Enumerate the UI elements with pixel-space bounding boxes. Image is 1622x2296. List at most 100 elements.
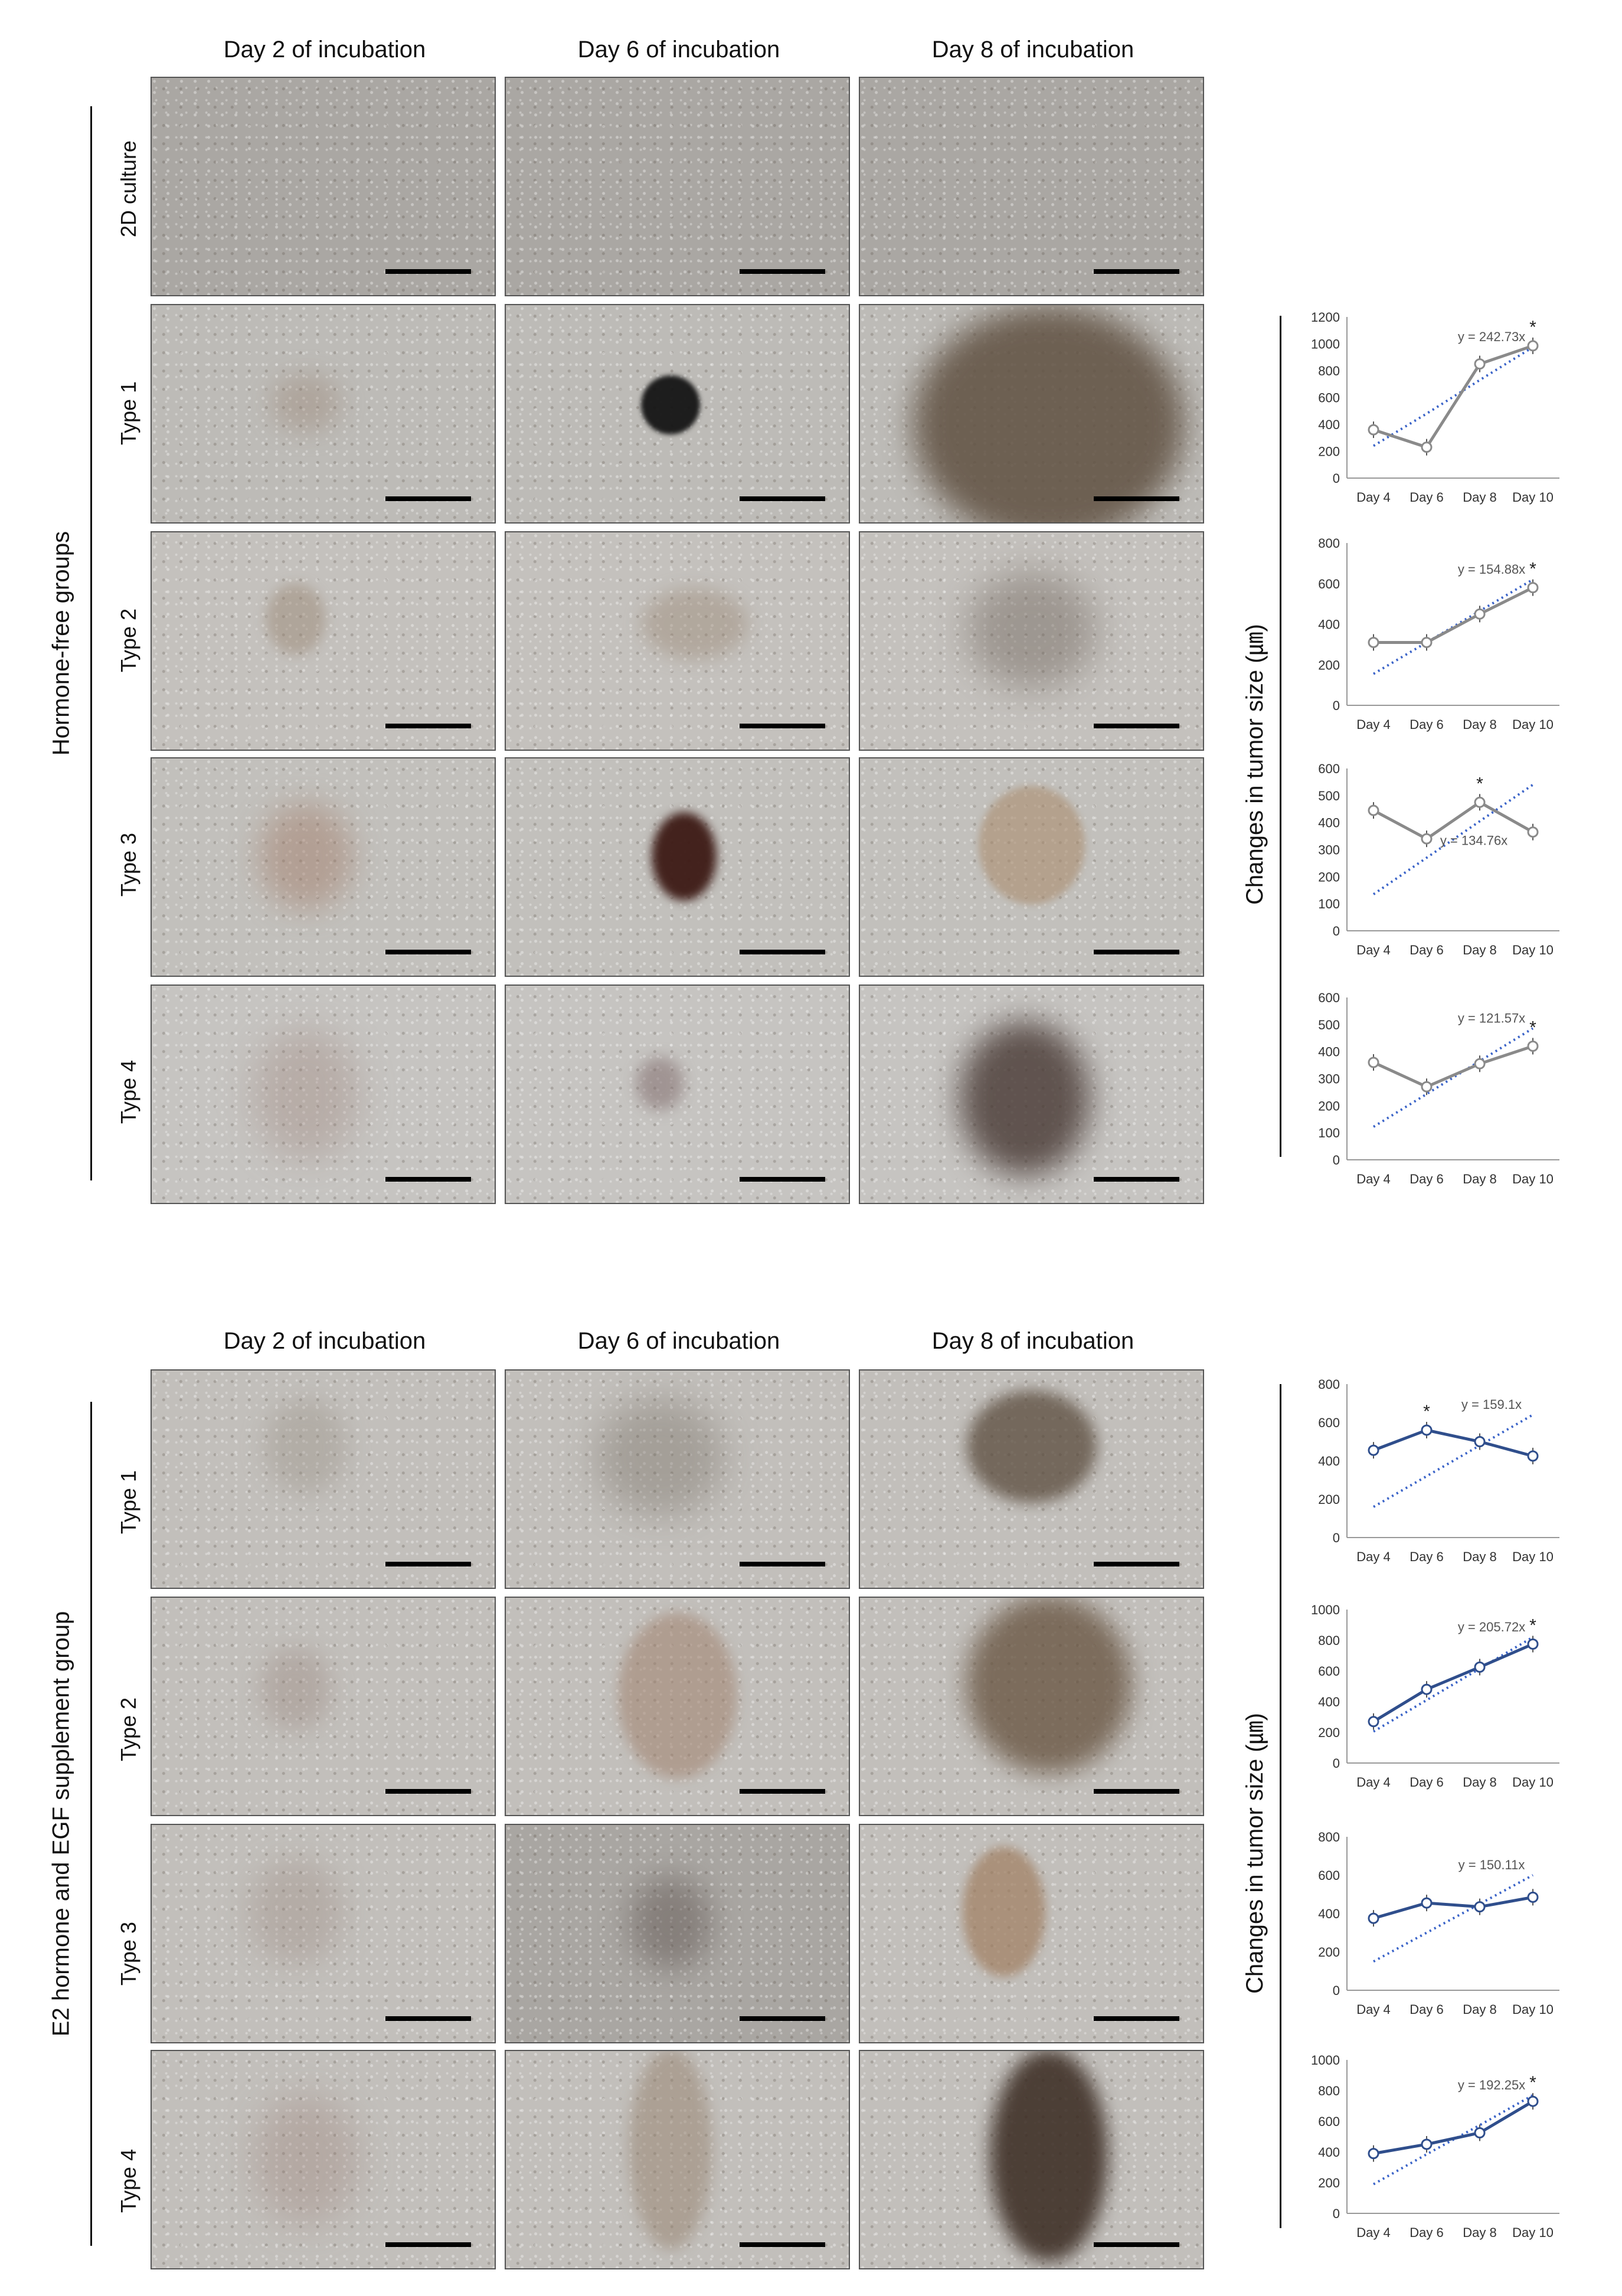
- x-tick-label: Day 8: [1463, 943, 1496, 957]
- data-point: [1527, 826, 1539, 838]
- bottom-micrograph-r4-c1: [151, 2050, 496, 2269]
- trend-line: [1372, 783, 1534, 895]
- scale-bar: [740, 269, 825, 274]
- scale-bar: [1094, 496, 1179, 501]
- y-tick-label: 600: [1318, 990, 1340, 1005]
- x-tick-label: Day 8: [1463, 1549, 1496, 1564]
- scale-bar: [740, 2242, 825, 2247]
- top-chart-bracket: [1280, 316, 1281, 1157]
- top-micrograph-r2-c3: [859, 304, 1204, 524]
- data-point: [1474, 2127, 1486, 2138]
- y-tick-label: 800: [1318, 1377, 1340, 1392]
- x-tick-label: Day 6: [1410, 2002, 1443, 2017]
- top-micrograph-r2-c2: [505, 304, 850, 524]
- bottom-micrograph-r4-c2: [505, 2050, 850, 2269]
- significance-star: *: [1529, 1018, 1536, 1038]
- x-tick-label: Day 6: [1410, 490, 1443, 505]
- x-tick-label: Day 10: [1512, 717, 1554, 732]
- data-point: [1527, 1891, 1539, 1903]
- chart-2: 0 200 400 600 800 Day 4 Day 6 Day 8 Day 10 * y = 1…: [1318, 536, 1559, 732]
- x-tick-label: Day 10: [1512, 490, 1554, 505]
- y-tick-label: 0: [1333, 1983, 1340, 1998]
- bottom-micrograph-r2-c2: [505, 1597, 850, 1816]
- top-micrograph-r5-c2: [505, 985, 850, 1204]
- data-point: [1527, 582, 1539, 594]
- y-tick-label: 600: [1318, 1415, 1340, 1430]
- y-tick-label: 800: [1318, 1633, 1340, 1648]
- trend-line: [1372, 1636, 1534, 1733]
- chart-5: 0 200 400 600 800 Day 4 Day 6 Day 8 Day 10 * y = 1…: [1318, 1377, 1559, 1564]
- top-group-bracket: [90, 106, 92, 1180]
- top-col-header-day8: Day 8 of incubation: [931, 37, 1134, 63]
- series-line: [1373, 344, 1533, 449]
- scale-bar: [385, 496, 471, 501]
- data-point: [1421, 1683, 1433, 1695]
- scale-bar: [740, 2016, 825, 2021]
- scale-bar: [385, 2242, 471, 2247]
- data-point: [1421, 1897, 1433, 1909]
- x-tick-label: Day 10: [1512, 1172, 1554, 1186]
- trend-line: [1372, 346, 1534, 447]
- scale-bar: [1094, 724, 1179, 728]
- data-point: [1474, 1058, 1486, 1069]
- data-point: [1368, 1057, 1379, 1068]
- data-point: [1527, 1638, 1539, 1650]
- x-tick-label: Day 4: [1356, 2225, 1390, 2240]
- x-tick-label: Day 10: [1512, 2002, 1554, 2017]
- x-tick-label: Day 10: [1512, 2225, 1554, 2240]
- data-point: [1474, 796, 1486, 808]
- top-col-header-day2: Day 2 of incubation: [223, 37, 426, 63]
- data-point: [1368, 2148, 1379, 2160]
- bottom-micrograph-r1-c2: [505, 1369, 850, 1589]
- data-point: [1527, 2095, 1539, 2107]
- y-tick-label: 800: [1318, 1830, 1340, 1844]
- bottom-micrograph-r1-c1: [151, 1369, 496, 1589]
- x-tick-label: Day 4: [1356, 717, 1390, 732]
- y-tick-label: 200: [1318, 1492, 1340, 1507]
- y-tick-label: 600: [1318, 2114, 1340, 2129]
- chart-1: 0 200 400 600 800 1000 1200 Day 4 Day 6 Day 8 Day …: [1311, 310, 1559, 505]
- data-point: [1474, 608, 1486, 620]
- significance-star: *: [1529, 2073, 1536, 2092]
- data-point: [1527, 340, 1539, 352]
- trend-line: [1372, 1414, 1534, 1508]
- y-tick-label: 600: [1318, 391, 1340, 405]
- y-tick-label: 800: [1318, 364, 1340, 378]
- trend-equation: y = 242.73x: [1458, 329, 1525, 344]
- chart-8: 0 200 400 600 800 1000 Day 4 Day 6 Day 8 Day 10 * y…: [1311, 2053, 1559, 2240]
- x-tick-label: Day 10: [1512, 943, 1554, 957]
- y-tick-label: 400: [1318, 1454, 1340, 1468]
- trend-line: [1372, 1027, 1534, 1128]
- scale-bar: [1094, 2242, 1179, 2247]
- significance-star: *: [1529, 560, 1536, 579]
- y-tick-label: 400: [1318, 1695, 1340, 1709]
- y-tick-label: 0: [1333, 1756, 1340, 1771]
- y-tick-label: 400: [1318, 2145, 1340, 2160]
- scale-bar: [740, 1562, 825, 1566]
- y-tick-label: 400: [1318, 617, 1340, 632]
- scale-bar: [740, 496, 825, 501]
- series-line: [1372, 1643, 1533, 1723]
- top-micrograph-r4-c2: [505, 757, 850, 977]
- scale-bar: [385, 1789, 471, 1794]
- x-tick-label: Day 4: [1356, 490, 1390, 505]
- trend-line: [1372, 578, 1534, 675]
- data-point: [1474, 1662, 1486, 1673]
- top-micrograph-r2-c1: [151, 304, 496, 524]
- data-point: [1474, 1901, 1486, 1913]
- data-point: [1368, 804, 1379, 816]
- scale-bar: [1094, 1562, 1179, 1566]
- y-tick-label: 500: [1318, 1018, 1340, 1032]
- x-tick-label: Day 10: [1512, 1549, 1554, 1564]
- scale-bar: [385, 950, 471, 954]
- trend-equation: y = 121.57x: [1458, 1010, 1525, 1025]
- y-tick-label: 1000: [1311, 337, 1340, 352]
- chart-4: 0 100 200 300 400 500 600 Day 4 Day 6 Day 8 Day 10…: [1318, 990, 1559, 1186]
- bottom-col-header-day2: Day 2 of incubation: [223, 1328, 426, 1354]
- x-tick-label: Day 8: [1463, 1172, 1496, 1186]
- scale-bar: [1094, 1789, 1179, 1794]
- y-tick-label: 0: [1333, 1153, 1340, 1167]
- data-point: [1527, 1041, 1539, 1052]
- data-point: [1421, 833, 1433, 845]
